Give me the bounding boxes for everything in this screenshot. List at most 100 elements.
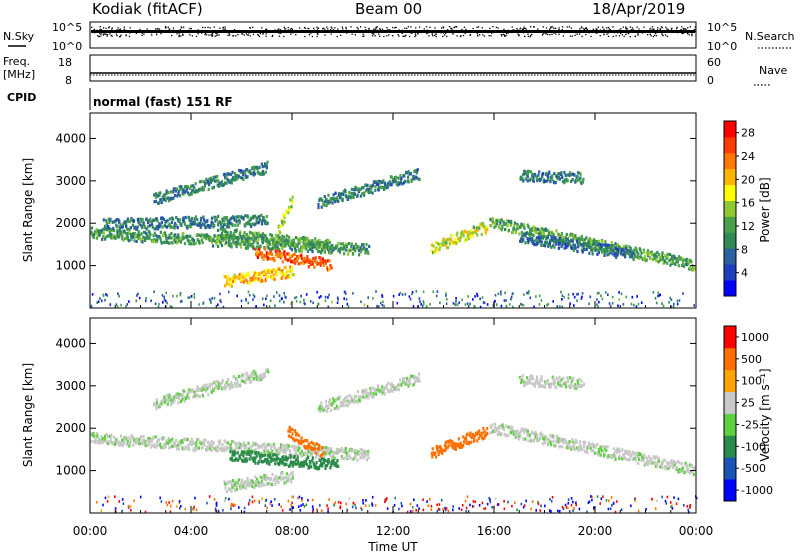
cell xyxy=(178,237,181,241)
cell xyxy=(376,384,380,388)
cell xyxy=(365,247,368,251)
cell xyxy=(176,443,179,447)
nsky-point xyxy=(224,26,226,28)
cell xyxy=(183,222,187,226)
cell xyxy=(387,381,390,385)
cell xyxy=(210,216,214,220)
cell xyxy=(122,238,125,242)
cell xyxy=(318,445,321,449)
nsky-point xyxy=(655,35,657,37)
cell xyxy=(314,239,317,243)
cell xyxy=(246,479,250,483)
cell xyxy=(294,249,297,253)
cell xyxy=(396,383,399,387)
nsky-point xyxy=(456,35,458,37)
nsky-point xyxy=(125,34,127,36)
cell xyxy=(231,458,234,463)
cell xyxy=(322,407,325,411)
cell xyxy=(301,260,305,264)
nsky-point xyxy=(590,35,592,38)
cell xyxy=(278,254,281,258)
cell xyxy=(325,409,329,413)
noise-cell xyxy=(219,292,221,296)
cell xyxy=(137,220,140,224)
cell xyxy=(662,261,665,265)
cell xyxy=(297,439,300,443)
nsky-point xyxy=(392,26,394,29)
cell xyxy=(216,179,219,183)
cell xyxy=(327,193,330,197)
cell xyxy=(216,445,219,449)
cell xyxy=(322,263,325,267)
cell xyxy=(200,179,203,183)
cell xyxy=(166,219,169,223)
cell xyxy=(270,446,273,450)
nsky-point xyxy=(324,28,326,30)
cell xyxy=(227,378,230,382)
cell xyxy=(220,180,224,184)
cell xyxy=(290,266,293,270)
cell xyxy=(340,192,344,196)
cell xyxy=(146,233,149,237)
cell xyxy=(201,222,204,226)
cell xyxy=(518,232,521,236)
cell xyxy=(199,180,202,184)
cell xyxy=(336,451,339,456)
cell xyxy=(498,224,501,228)
nsky-point xyxy=(178,33,180,35)
cell xyxy=(184,215,187,220)
cell xyxy=(462,444,465,448)
cell xyxy=(514,230,518,234)
cell xyxy=(154,403,157,407)
cell xyxy=(120,434,123,438)
cell xyxy=(188,440,192,444)
nsky-point xyxy=(111,35,113,37)
cell xyxy=(172,401,175,405)
cell xyxy=(283,239,286,243)
cell xyxy=(559,236,562,240)
cell xyxy=(193,242,196,246)
cell xyxy=(256,167,259,171)
cell xyxy=(323,460,326,465)
cell xyxy=(333,407,336,411)
cell xyxy=(358,452,361,456)
nsky-point xyxy=(119,35,121,38)
cell xyxy=(268,461,271,466)
cell xyxy=(308,442,311,446)
noise-cell xyxy=(187,296,190,299)
cell xyxy=(498,226,501,230)
cell xyxy=(279,231,282,235)
cell xyxy=(500,228,503,232)
cell xyxy=(613,245,616,249)
nsky-point xyxy=(569,35,572,37)
cell xyxy=(639,248,642,252)
cell xyxy=(442,237,445,241)
cell xyxy=(352,400,355,404)
cell xyxy=(547,229,550,233)
cell xyxy=(466,432,469,436)
cell xyxy=(613,248,616,252)
nsky-point xyxy=(609,29,611,31)
cell xyxy=(226,383,230,387)
cell xyxy=(173,395,176,399)
cell xyxy=(548,239,551,243)
noise-cell xyxy=(163,295,165,299)
noise-cell xyxy=(467,295,469,298)
cell xyxy=(231,170,234,174)
cell xyxy=(526,429,529,433)
cell xyxy=(532,179,535,183)
cell xyxy=(250,172,253,176)
nsky-point xyxy=(452,33,454,35)
cell xyxy=(526,179,529,183)
cell xyxy=(240,478,244,482)
nsky-point xyxy=(204,33,206,36)
cell xyxy=(530,232,533,237)
noise-cell xyxy=(445,302,448,305)
cell xyxy=(244,486,247,490)
cell xyxy=(543,244,547,248)
cell xyxy=(168,217,171,221)
cell xyxy=(596,240,599,244)
cell xyxy=(520,230,523,234)
nsky-point xyxy=(555,27,557,29)
cell xyxy=(524,177,527,181)
